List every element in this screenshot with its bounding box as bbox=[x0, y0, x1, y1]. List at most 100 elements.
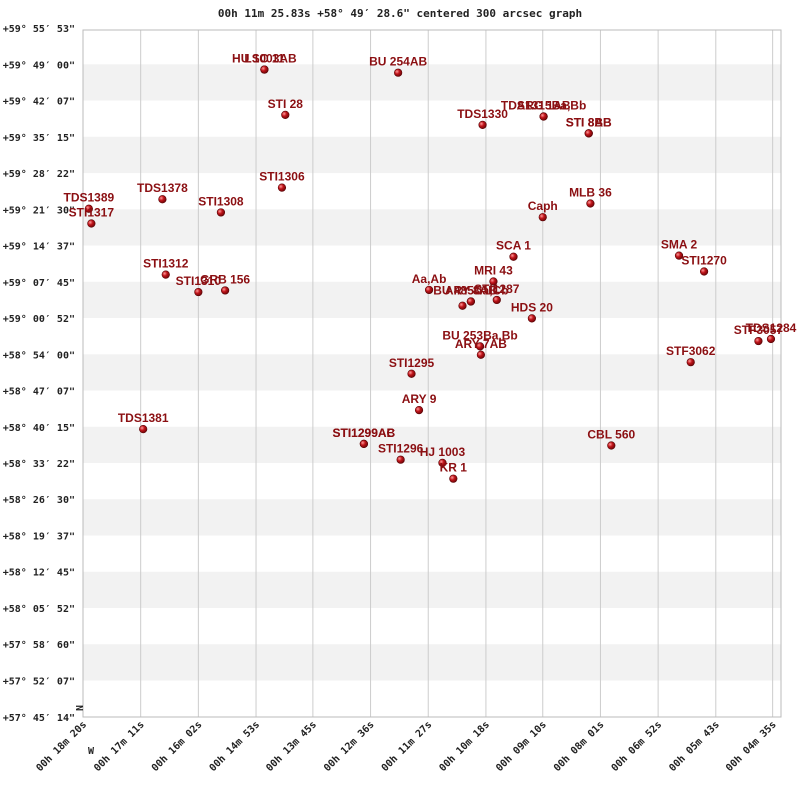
star-label: Caph bbox=[528, 199, 558, 213]
star-point bbox=[686, 358, 695, 367]
y-tick-label: +57° 52′ 07" bbox=[3, 677, 75, 688]
x-axis-ticks: 00h 18m 20s 00h 17m 11s 00h 16m 02s 00h 14m… bbox=[35, 719, 779, 774]
star-point bbox=[438, 458, 447, 467]
plot-band bbox=[83, 209, 781, 246]
star-point bbox=[509, 252, 518, 261]
star-label: BU 254AB bbox=[369, 55, 427, 69]
star-label: KR 1 bbox=[440, 461, 468, 475]
star-label: STI1306 bbox=[259, 170, 305, 184]
star-point bbox=[359, 439, 368, 448]
star-point bbox=[527, 314, 536, 323]
star-label: STI1287 bbox=[474, 282, 520, 296]
plot-band bbox=[83, 499, 781, 536]
star-point bbox=[586, 199, 595, 208]
star-point bbox=[478, 120, 487, 130]
x-tick-label: 00h 04m 35s bbox=[724, 719, 779, 774]
star-label: STI1295 bbox=[389, 356, 435, 370]
y-tick-label: +59° 28′ 22" bbox=[3, 169, 75, 180]
x-tick-label: 00h 09m 10s bbox=[494, 719, 549, 774]
y-tick-label: +57° 58′ 60" bbox=[3, 640, 75, 651]
star-point bbox=[539, 112, 548, 121]
y-axis-ticks: +59° 55′ 53" +59° 49′ 00" +59° 42′ 07" +59°… bbox=[3, 24, 75, 724]
star-label: STI1296 bbox=[378, 442, 424, 456]
star-point bbox=[84, 204, 93, 213]
star-label: STI 8BB bbox=[566, 115, 612, 129]
y-tick-label: +58° 47′ 07" bbox=[3, 387, 75, 398]
y-tick-label: +59° 55′ 53" bbox=[3, 24, 75, 35]
star-label: ARG 1AB bbox=[517, 98, 571, 112]
plot-bands bbox=[83, 64, 781, 681]
star-point bbox=[489, 277, 498, 286]
star-label: Aa,Ab bbox=[412, 272, 447, 286]
star-label: HU 1003AB bbox=[232, 52, 297, 66]
star-label: TDS1330 bbox=[457, 107, 508, 121]
star-point bbox=[216, 208, 226, 217]
star-label: HJ 1003 bbox=[420, 445, 466, 459]
star-label: ARY 8AB bbox=[445, 284, 497, 298]
y-tick-label: +59° 42′ 07" bbox=[3, 97, 75, 108]
y-tick-label: +58° 12′ 45" bbox=[3, 568, 75, 579]
x-tick-label: 00h 14m 53s bbox=[208, 719, 263, 774]
star-point bbox=[139, 425, 148, 434]
y-tick-label: +58° 33′ 22" bbox=[3, 459, 75, 470]
star-label: TDS1389 bbox=[63, 191, 114, 205]
x-tick-label: 00h 05m 43s bbox=[667, 719, 722, 774]
star-point bbox=[87, 219, 96, 228]
star-point bbox=[194, 287, 203, 297]
star-label: TDS1378 bbox=[137, 181, 188, 195]
plot-frame bbox=[82, 29, 782, 718]
star-label: MRI 43 bbox=[474, 263, 513, 277]
star-point bbox=[699, 267, 709, 276]
star-point bbox=[458, 301, 467, 310]
x-tick-label: 00h 16m 02s bbox=[150, 719, 205, 774]
star-point bbox=[538, 213, 547, 222]
y-tick-label: +59° 21′ 30" bbox=[3, 205, 75, 216]
star-label: STI1308 bbox=[198, 194, 244, 208]
star-point bbox=[281, 110, 290, 119]
y-tick-label: +59° 49′ 00" bbox=[3, 60, 75, 71]
star-point bbox=[414, 406, 424, 415]
star-point bbox=[476, 350, 486, 359]
y-tick-label: +59° 35′ 15" bbox=[3, 133, 75, 144]
x-tick-label: 00h 17m 11s bbox=[92, 719, 147, 774]
star-label: STI 8AB bbox=[566, 115, 612, 129]
y-tick-label: +58° 54′ 00" bbox=[3, 350, 75, 361]
star-label: ARY 9 bbox=[402, 392, 437, 406]
plot-band bbox=[83, 64, 781, 101]
star-label: STF3062 bbox=[666, 344, 716, 358]
star-point bbox=[221, 286, 230, 295]
y-tick-label: +59° 00′ 52" bbox=[3, 314, 75, 325]
y-tick-label: +59° 07′ 45" bbox=[3, 278, 75, 289]
plot-band bbox=[83, 354, 781, 391]
star-label: STI1312 bbox=[143, 257, 189, 271]
y-tick-label: +58° 26′ 30" bbox=[3, 495, 75, 506]
west-marker: W bbox=[88, 746, 95, 757]
star-label: TDS1381 bbox=[118, 411, 169, 425]
plot-band bbox=[83, 136, 781, 174]
star-label: SCA 1 bbox=[496, 239, 531, 253]
star-point bbox=[449, 474, 458, 483]
x-tick-label: 00h 11m 27s bbox=[380, 719, 435, 774]
x-tick-label: 00h 12m 36s bbox=[322, 719, 377, 774]
star-label: BU 253Ba,Bb bbox=[442, 328, 517, 342]
plot-band bbox=[83, 644, 781, 681]
x-tick-label: 00h 10m 18s bbox=[437, 719, 492, 774]
star-point bbox=[754, 336, 763, 346]
star-label: BU 485Ca,Cb bbox=[433, 284, 508, 298]
plot-band bbox=[83, 426, 781, 464]
star-point bbox=[607, 441, 616, 450]
y-tick-label: +57° 45′ 14" bbox=[3, 713, 75, 724]
star-point bbox=[766, 334, 776, 344]
star-point bbox=[492, 295, 501, 305]
star-label: ARY 7AB bbox=[455, 337, 507, 351]
star-point bbox=[475, 342, 485, 351]
star-point bbox=[584, 129, 593, 138]
y-tick-label: +58° 40′ 15" bbox=[3, 423, 75, 434]
star-label: STI1317 bbox=[69, 205, 115, 219]
star-point bbox=[277, 183, 287, 192]
star-point bbox=[466, 297, 475, 306]
star-label: TDS1284 bbox=[746, 321, 797, 335]
star-label: CBL 560 bbox=[587, 427, 635, 441]
